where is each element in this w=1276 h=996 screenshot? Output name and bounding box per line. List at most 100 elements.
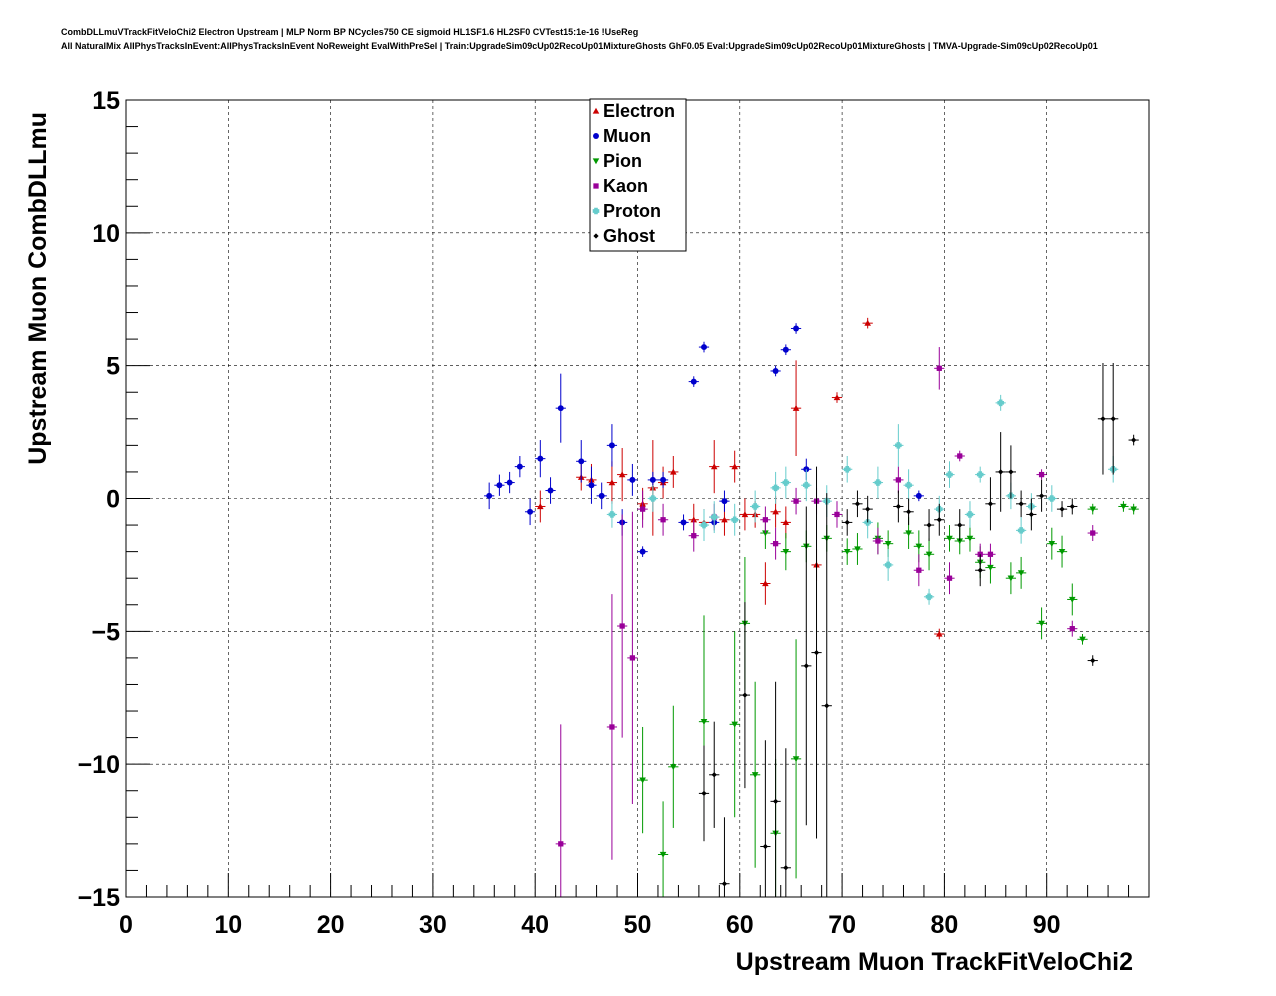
data-point [831,392,843,403]
data-point [637,546,648,557]
series-electron [535,317,945,640]
data-point [985,543,996,565]
point-marker [957,522,963,528]
data-point [545,477,556,504]
axis-ticks: 0 10 20 30 40 50 60 70 80 90 −15 −10 −5 0 5 10 15 [78,87,1150,939]
point-marker [609,724,615,730]
point-marker [701,790,707,797]
point-marker [772,508,779,515]
data-point [729,450,740,483]
data-point [954,450,965,462]
legend-label: Electron [603,101,675,121]
data-point [811,466,822,839]
point-marker [987,501,994,507]
point-marker [843,548,851,555]
data-point [606,501,618,528]
legend-label: Ghost [603,226,655,246]
data-point [668,705,679,828]
data-point [617,514,628,738]
data-point [842,509,853,536]
data-point [1087,503,1098,515]
data-point [606,594,618,860]
point-marker [731,721,738,728]
point-marker [592,107,600,114]
data-point [1067,498,1078,515]
legend: Electron Muon Pion Kaon Proton Ghost [589,98,687,252]
point-marker [792,404,800,411]
point-marker [496,482,503,489]
point-marker [946,575,953,581]
data-point [944,525,955,552]
point-marker [956,538,964,545]
data-point [975,466,986,483]
point-marker [649,495,657,502]
point-marker [854,501,861,507]
point-marker [578,458,585,465]
data-point [1128,434,1139,446]
point-marker [833,394,841,401]
point-marker [792,756,800,763]
point-marker [1090,530,1096,536]
data-point [535,490,546,523]
y-tick-label: 15 [92,87,120,115]
data-point [923,509,935,542]
data-point [1046,527,1057,560]
point-marker [1131,437,1137,443]
data-point [504,471,515,494]
point-marker [593,183,599,189]
data-point [923,588,935,605]
data-point [514,455,525,478]
data-point [780,748,791,897]
legend-item-ghost: Ghost [593,226,655,246]
point-marker [772,484,779,492]
data-point [862,317,873,329]
point-marker [895,503,902,510]
point-marker [700,719,708,725]
point-marker [751,772,759,779]
data-point [739,602,751,789]
data-point [1016,490,1027,518]
point-marker [608,442,615,449]
data-point [1036,607,1047,640]
point-marker [593,133,599,139]
data-point [995,432,1006,512]
point-marker [649,476,656,483]
point-marker [506,479,513,486]
point-marker [875,538,881,544]
point-marker [762,580,769,587]
point-marker [537,455,544,462]
data-point [709,721,720,828]
data-point [790,487,802,515]
data-point [750,681,761,868]
x-tick-label: 20 [317,911,345,939]
data-point [688,376,699,387]
data-point [780,466,791,499]
data-point [524,498,536,526]
legend-item-proton: Proton [592,201,661,221]
data-point [698,509,710,542]
point-marker [895,477,902,483]
data-point [821,493,832,897]
point-marker [997,399,1004,407]
data-point [913,490,924,502]
data-point [1026,498,1037,531]
point-marker [1068,596,1076,603]
legend-label: Muon [603,126,651,146]
point-marker [884,561,892,569]
point-marker [742,692,748,698]
point-marker [527,508,534,515]
point-marker [782,548,790,555]
point-marker [659,851,667,858]
point-marker [782,519,790,526]
point-marker [925,551,933,558]
point-marker [1038,620,1045,627]
point-marker [731,463,738,470]
legend-label: Proton [603,201,661,221]
legend-item-muon: Muon [593,126,651,146]
data-point [1067,583,1078,616]
point-marker [1028,511,1034,518]
data-point [923,538,935,571]
point-marker [1120,503,1127,510]
point-marker [680,519,687,526]
